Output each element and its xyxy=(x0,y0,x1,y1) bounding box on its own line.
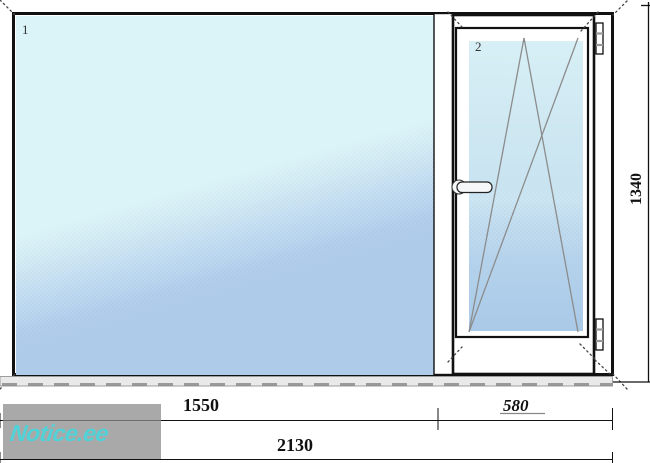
svg-text:1550: 1550 xyxy=(183,395,219,415)
svg-text:Notice.ee: Notice.ee xyxy=(8,420,110,446)
svg-text:580: 580 xyxy=(503,396,529,415)
svg-text:1: 1 xyxy=(22,22,29,37)
svg-text:1340: 1340 xyxy=(628,173,645,205)
svg-text:2: 2 xyxy=(475,39,482,54)
svg-text:2130: 2130 xyxy=(277,435,313,455)
